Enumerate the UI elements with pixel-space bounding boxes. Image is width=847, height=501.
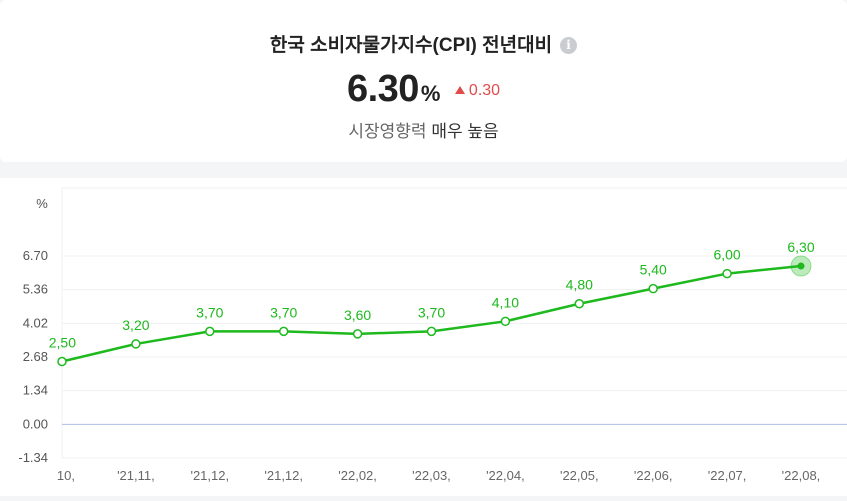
chart-panel: % 6.70 5.36 4.02 2.68 1.34 0.00 -1.34 10, '21,11,… xyxy=(0,178,847,496)
x-tick-label: '21,11, xyxy=(117,468,155,483)
data-label: 4,80 xyxy=(566,277,593,293)
data-label: 3,20 xyxy=(122,317,149,333)
data-label: 3,70 xyxy=(418,304,445,320)
data-label: 6,00 xyxy=(713,247,740,263)
y-tick-label: 0.00 xyxy=(23,416,48,431)
y-tick-label: 1.34 xyxy=(23,383,48,398)
x-tick-label: '22,02, xyxy=(338,468,377,483)
data-label: 6,30 xyxy=(787,239,814,255)
cpi-line-chart: % 6.70 5.36 4.02 2.68 1.34 0.00 -1.34 10, '21,11,… xyxy=(18,187,847,483)
current-value: 6.30 xyxy=(346,68,419,110)
change-indicator: 0.30 xyxy=(454,82,501,99)
data-label: 2,50 xyxy=(49,335,76,351)
data-point xyxy=(648,283,658,294)
impact-label: 시장영향력 xyxy=(348,122,427,141)
x-tick-label: 10, xyxy=(57,468,75,483)
data-label: 3,70 xyxy=(196,304,223,320)
x-tick-label: '21,12, xyxy=(190,468,229,483)
data-label: 3,70 xyxy=(270,304,297,320)
y-axis-unit: % xyxy=(36,196,48,211)
x-tick-label: '22,03, xyxy=(412,468,451,483)
arrow-up-icon xyxy=(454,86,465,94)
change-value: 0.30 xyxy=(468,82,501,99)
data-point xyxy=(797,262,805,270)
y-tick-label: -1.34 xyxy=(18,450,48,465)
data-label: 4,10 xyxy=(492,294,519,310)
data-point xyxy=(574,298,585,309)
x-tick-label: '22,06, xyxy=(634,468,673,483)
data-label: 5,40 xyxy=(640,262,667,278)
data-point xyxy=(352,329,363,339)
value-row: 6.30% 0.30 xyxy=(0,68,847,111)
data-point xyxy=(57,356,67,367)
data-point xyxy=(278,326,289,337)
data-point xyxy=(722,268,732,279)
x-tick-label: '22,07, xyxy=(708,468,747,483)
x-tick-label: '22,04, xyxy=(486,468,525,483)
x-tick-label: '21,12, xyxy=(264,468,303,483)
impact-value: 매우 높음 xyxy=(431,122,499,141)
data-point xyxy=(500,316,511,327)
y-tick-label: 4.02 xyxy=(23,315,48,330)
info-icon[interactable]: i xyxy=(560,37,578,54)
data-point xyxy=(131,339,141,349)
data-point xyxy=(426,326,437,337)
title-row: 한국 소비자물가지수(CPI) 전년대비 i xyxy=(0,30,847,57)
y-tick-label: 5.36 xyxy=(23,282,48,297)
summary-card: 한국 소비자물가지수(CPI) 전년대비 i 6.30% 0.30 시장영향력 매… xyxy=(0,0,847,162)
value-unit: % xyxy=(420,81,441,106)
y-tick-label: 2.68 xyxy=(23,349,48,364)
x-tick-label: '22,08, xyxy=(782,468,821,483)
x-tick-label: '22,05, xyxy=(560,468,599,483)
impact-row: 시장영향력 매우 높음 xyxy=(0,117,847,142)
data-point xyxy=(205,326,215,337)
y-tick-label: 6.70 xyxy=(23,248,48,263)
data-label: 3,60 xyxy=(344,307,371,323)
chart-title: 한국 소비자물가지수(CPI) 전년대비 xyxy=(269,35,553,56)
